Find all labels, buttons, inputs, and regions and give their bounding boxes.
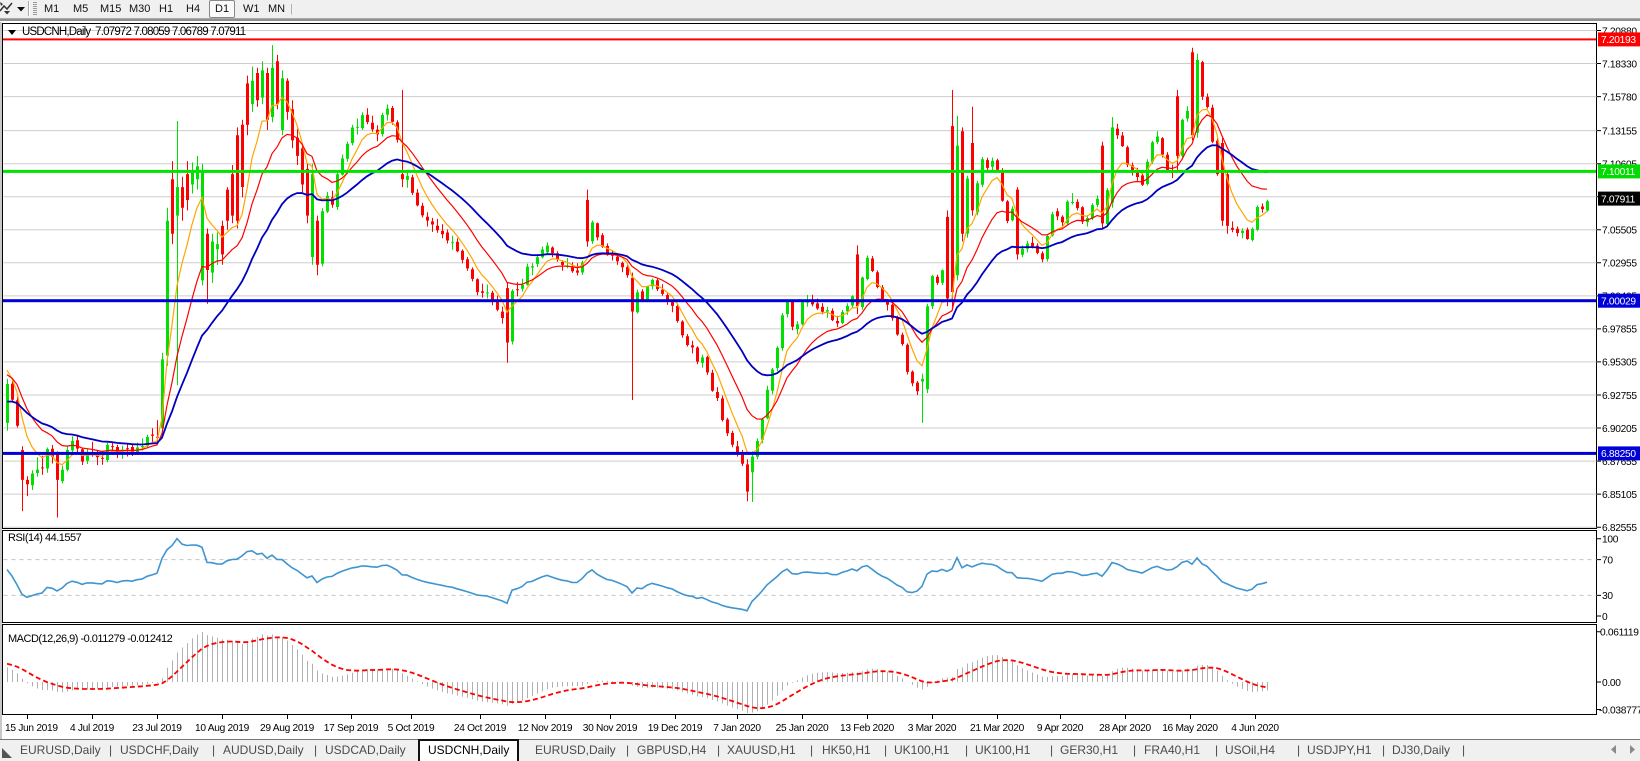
svg-text:24 Oct 2019: 24 Oct 2019 <box>454 723 507 734</box>
svg-text:MACD(12,26,9) -0.011279 -0.012: MACD(12,26,9) -0.011279 -0.012412 <box>8 633 173 645</box>
svg-text:29 Aug 2019: 29 Aug 2019 <box>260 723 315 734</box>
svg-text:5 Oct 2019: 5 Oct 2019 <box>388 723 435 734</box>
svg-text:17 Sep 2019: 17 Sep 2019 <box>324 723 379 734</box>
svg-text:6.97855: 6.97855 <box>1602 325 1637 336</box>
svg-text:16 May 2020: 16 May 2020 <box>1162 723 1218 734</box>
svg-text:6.82555: 6.82555 <box>1602 523 1637 534</box>
svg-text:9 Apr 2020: 9 Apr 2020 <box>1037 723 1084 734</box>
svg-text:6.88250: 6.88250 <box>1601 449 1636 460</box>
svg-text:0.00: 0.00 <box>1602 678 1621 689</box>
svg-text:4 Jun 2020: 4 Jun 2020 <box>1231 723 1279 734</box>
svg-text:30 Nov 2019: 30 Nov 2019 <box>583 723 638 734</box>
svg-text:RSI(14) 44.1557: RSI(14) 44.1557 <box>8 532 82 544</box>
svg-text:12 Nov 2019: 12 Nov 2019 <box>518 723 573 734</box>
svg-text:23 Jul 2019: 23 Jul 2019 <box>132 723 182 734</box>
svg-text:13 Feb 2020: 13 Feb 2020 <box>840 723 895 734</box>
svg-text:28 Apr 2020: 28 Apr 2020 <box>1099 723 1151 734</box>
svg-text:30: 30 <box>1602 591 1613 602</box>
svg-text:100: 100 <box>1602 535 1619 546</box>
svg-text:6.90205: 6.90205 <box>1602 424 1637 435</box>
svg-text:7.20193: 7.20193 <box>1601 35 1636 46</box>
svg-text:6.92755: 6.92755 <box>1602 391 1637 402</box>
svg-text:7.00029: 7.00029 <box>1601 297 1636 308</box>
svg-text:0: 0 <box>1602 612 1608 623</box>
svg-text:15 Jun 2019: 15 Jun 2019 <box>5 723 58 734</box>
svg-text:-0.038777: -0.038777 <box>1599 705 1640 716</box>
svg-text:70: 70 <box>1602 555 1613 566</box>
svg-text:7.20880: 7.20880 <box>1602 26 1637 37</box>
svg-text:3 Mar 2020: 3 Mar 2020 <box>908 723 957 734</box>
svg-text:0.061119: 0.061119 <box>1600 628 1639 639</box>
svg-text:4 Jul 2019: 4 Jul 2019 <box>70 723 115 734</box>
svg-text:6.87655: 6.87655 <box>1602 457 1637 468</box>
svg-text:7.02955: 7.02955 <box>1602 259 1637 270</box>
svg-text:7.05505: 7.05505 <box>1602 226 1637 237</box>
svg-text:7 Jan 2020: 7 Jan 2020 <box>713 723 761 734</box>
svg-text:7.18330: 7.18330 <box>1602 59 1637 70</box>
svg-text:7.15780: 7.15780 <box>1602 92 1637 103</box>
svg-text:6.95305: 6.95305 <box>1602 358 1637 369</box>
svg-text:19 Dec 2019: 19 Dec 2019 <box>648 723 703 734</box>
svg-text:21 Mar 2020: 21 Mar 2020 <box>970 723 1025 734</box>
svg-text:6.85105: 6.85105 <box>1602 490 1637 501</box>
svg-text:7.13155: 7.13155 <box>1602 126 1637 137</box>
svg-text:USDCNH,Daily 7.07972 7.08059: USDCNH,Daily 7.07972 7.08059 7.06789 7.0… <box>22 26 246 38</box>
svg-text:25 Jan 2020: 25 Jan 2020 <box>776 723 829 734</box>
svg-text:7.10011: 7.10011 <box>1601 167 1636 178</box>
svg-text:10 Aug 2019: 10 Aug 2019 <box>195 723 250 734</box>
svg-text:7.07911: 7.07911 <box>1601 194 1636 205</box>
